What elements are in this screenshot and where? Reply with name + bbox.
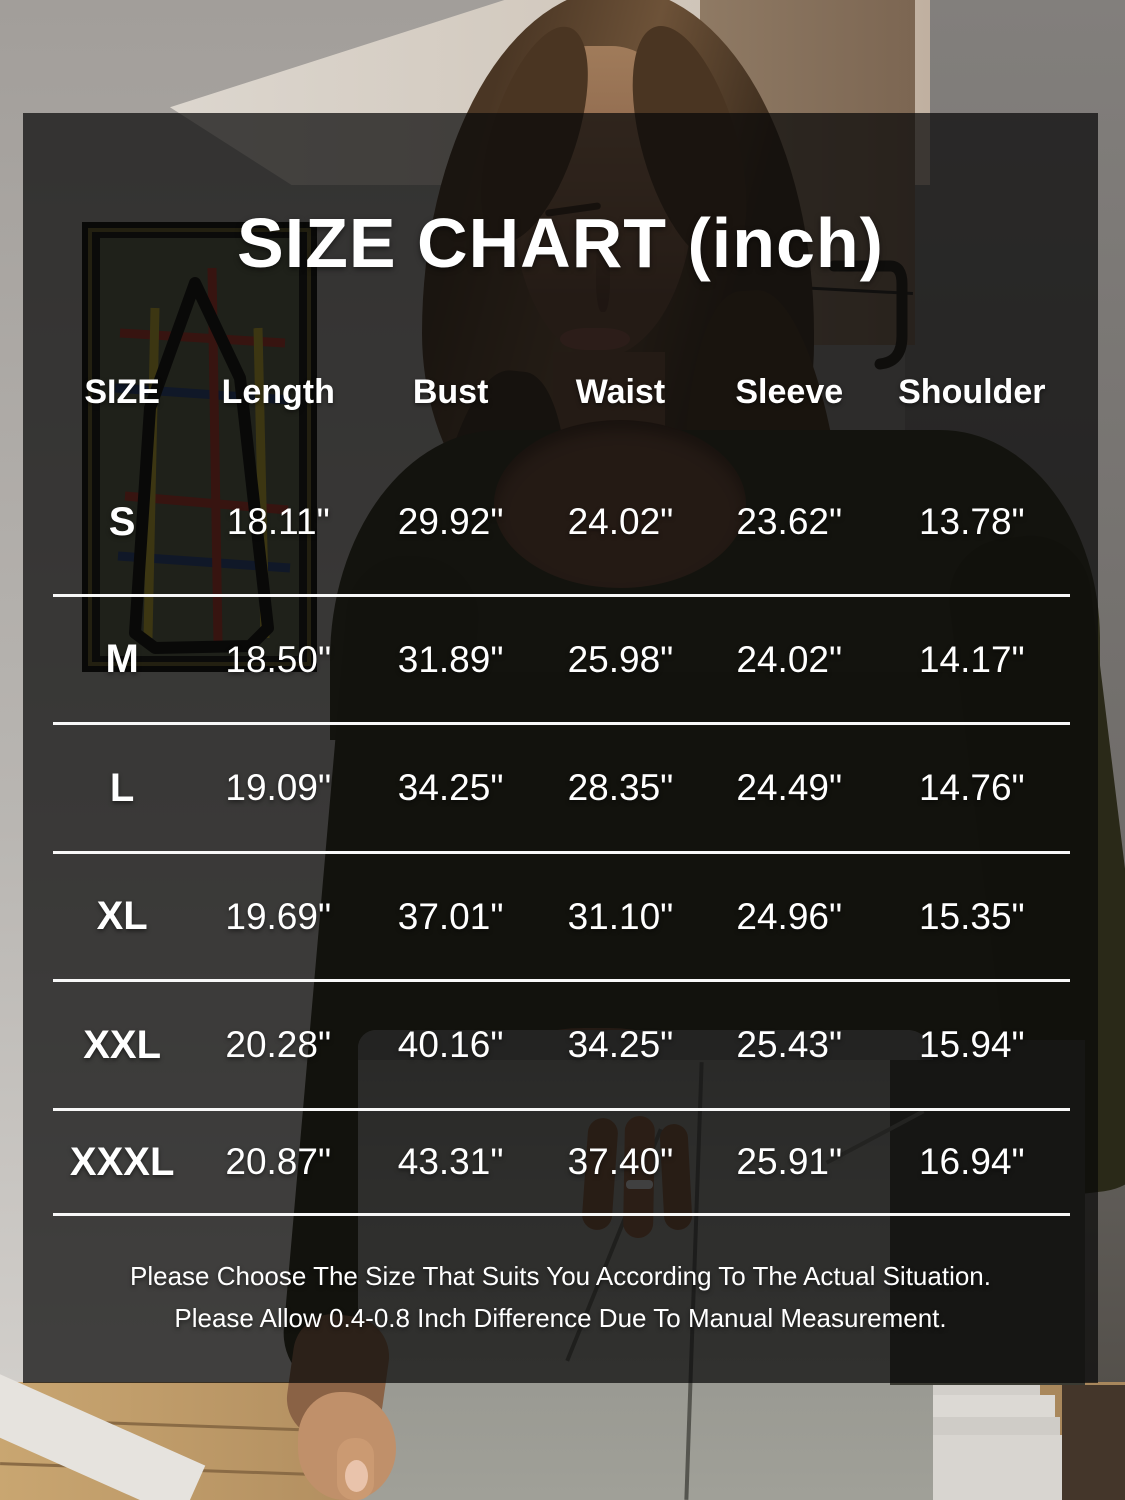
length-value: 20.28" xyxy=(225,1024,332,1065)
table-row-s: S 18.11" 29.92" 24.02" 23.62" 13.78" xyxy=(53,450,1070,597)
size-label: M xyxy=(105,637,139,681)
waist-value: 31.10" xyxy=(567,895,674,937)
column-header-waist: Waist xyxy=(575,373,666,411)
column-header-size: SIZE xyxy=(84,373,160,411)
waist-value: 24.02" xyxy=(567,501,674,542)
length-value: 18.11" xyxy=(226,501,330,542)
shoulder-value: 15.94" xyxy=(918,1024,1025,1065)
size-label: XXL xyxy=(83,1022,162,1067)
size-label: L xyxy=(109,765,135,810)
fingernail xyxy=(345,1460,368,1492)
bust-value: 34.25" xyxy=(397,767,504,808)
table-row-xxl: XXL 20.28" 40.16" 34.25" 25.43" 15.94" xyxy=(53,982,1070,1111)
footer-line-2: Please Allow 0.4-0.8 Inch Difference Due… xyxy=(174,1303,947,1333)
bust-value: 37.01" xyxy=(397,895,504,937)
footer-note: Please Choose The Size That Suits You Ac… xyxy=(23,1255,1098,1339)
size-label: XXXL xyxy=(69,1139,175,1184)
sleeve-value: 25.43" xyxy=(736,1024,843,1065)
size-label: XL xyxy=(96,894,148,938)
length-value: 18.50" xyxy=(225,638,332,680)
sleeve-value: 24.02" xyxy=(736,638,843,680)
column-molding xyxy=(900,1417,1060,1435)
dark-corner xyxy=(1062,1385,1125,1500)
waist-value: 37.40" xyxy=(567,1141,674,1182)
sleeve-value: 24.49" xyxy=(736,767,843,808)
bust-value: 31.89" xyxy=(397,638,504,680)
page-title: SIZE CHART (inch) xyxy=(237,204,884,282)
sleeve-value: 25.91" xyxy=(736,1141,843,1182)
shoulder-value: 15.35" xyxy=(918,895,1025,937)
size-chart-table: SIZE Length Bust Waist Sleeve Shoulder S… xyxy=(53,335,1070,1216)
waist-value: 34.25" xyxy=(567,1024,674,1065)
sleeve-value: 23.62" xyxy=(736,501,843,542)
size-label: S xyxy=(108,499,136,544)
length-value: 19.69" xyxy=(225,895,332,937)
table-row-xxxl: XXXL 20.87" 43.31" 37.40" 25.91" 16.94" xyxy=(53,1111,1070,1216)
waist-value: 28.35" xyxy=(567,767,674,808)
size-chart-content: SIZE CHART (inch) SIZE Length Bust Waist… xyxy=(23,113,1098,1383)
shoulder-value: 14.76" xyxy=(918,767,1025,808)
column-header-length: Length xyxy=(221,373,335,411)
shoulder-value: 16.94" xyxy=(918,1141,1025,1182)
column-molding xyxy=(910,1395,1055,1417)
shoulder-value: 13.78" xyxy=(918,501,1025,542)
column-header-sleeve: Sleeve xyxy=(735,373,844,411)
table-row-l: L 19.09" 34.25" 28.35" 24.49" 14.76" xyxy=(53,725,1070,854)
column-header-shoulder: Shoulder xyxy=(898,373,1046,411)
table-header-row: SIZE Length Bust Waist Sleeve Shoulder xyxy=(53,335,1070,450)
bust-value: 40.16" xyxy=(397,1024,504,1065)
sleeve-value: 24.96" xyxy=(736,895,843,937)
footer-line-1: Please Choose The Size That Suits You Ac… xyxy=(130,1261,991,1291)
length-value: 19.09" xyxy=(225,767,332,808)
table-row-m: M 18.50" 31.89" 25.98" 24.02" 14.17" xyxy=(53,597,1070,725)
table-row-xl: XL 19.69" 37.01" 31.10" 24.96" 15.35" xyxy=(53,854,1070,982)
column-header-bust: Bust xyxy=(412,373,489,411)
length-value: 20.87" xyxy=(225,1141,332,1182)
dark-overlay-panel xyxy=(23,113,1098,1383)
bust-value: 29.92" xyxy=(397,501,504,542)
bust-value: 43.31" xyxy=(397,1141,504,1182)
waist-value: 25.98" xyxy=(567,638,674,680)
shoulder-value: 14.17" xyxy=(918,638,1025,680)
